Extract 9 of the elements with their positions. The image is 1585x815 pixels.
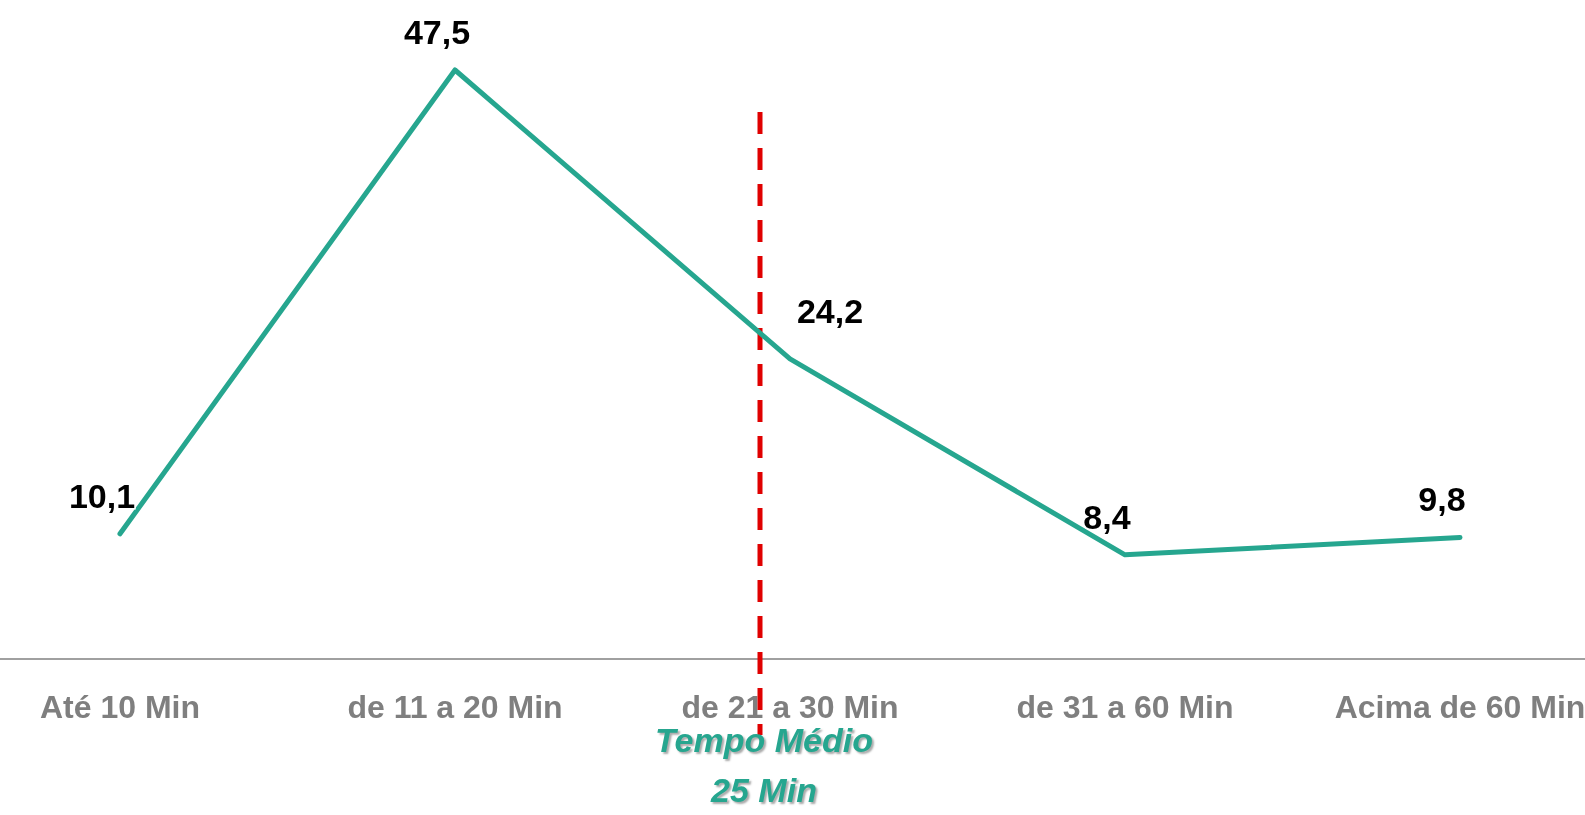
data-label: 9,8	[1418, 480, 1466, 519]
x-tick-label: Acima de 60 Min	[1334, 689, 1585, 725]
data-label: 10,1	[68, 476, 136, 515]
x-tick-label: de 11 a 20 Min	[347, 689, 563, 725]
x-tick-label: Até 10 Min	[39, 689, 201, 725]
data-label: 47,5	[403, 13, 471, 51]
data-label: 8,4	[1083, 497, 1131, 536]
x-tick-label: de 31 a 60 Min	[1016, 689, 1234, 725]
data-label: 24,2	[796, 291, 864, 330]
